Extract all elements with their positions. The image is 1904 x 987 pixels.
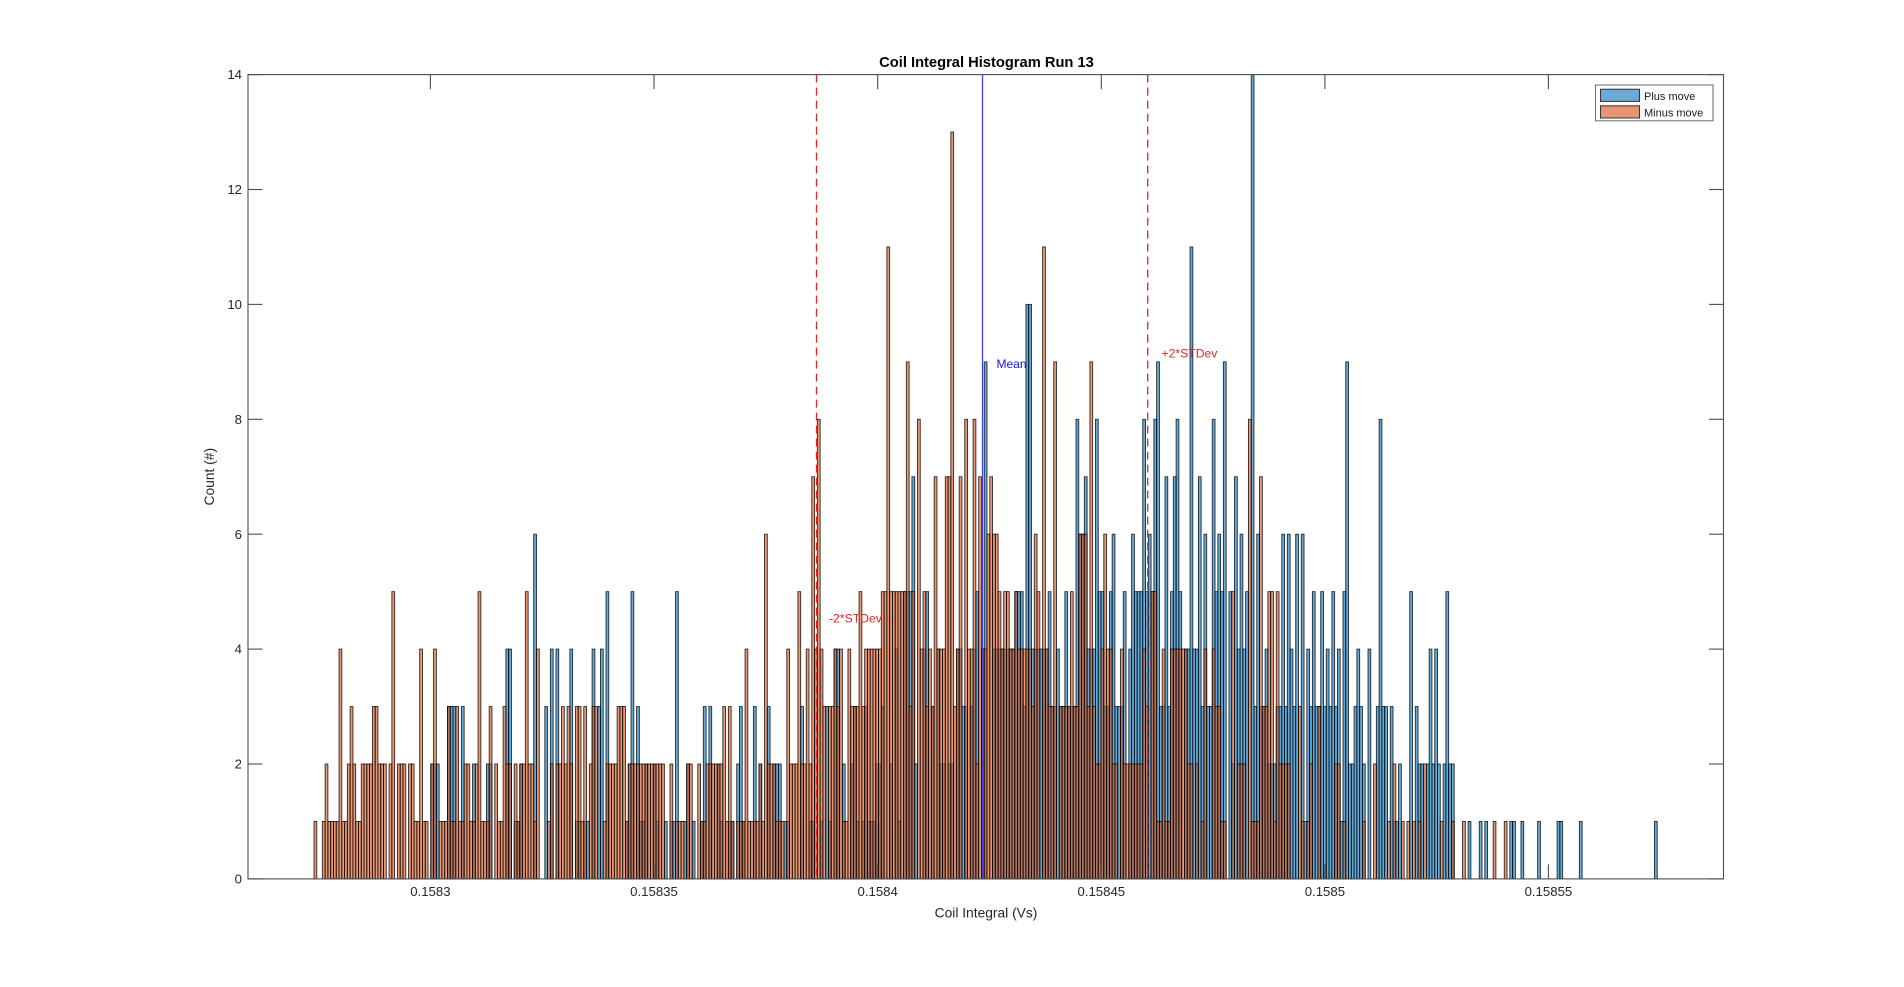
svg-text:Mean: Mean	[997, 357, 1027, 371]
svg-text:0.15845: 0.15845	[1077, 884, 1125, 899]
svg-text:Minus move: Minus move	[1644, 107, 1703, 119]
svg-text:14: 14	[227, 67, 242, 82]
svg-text:Coil Integral Histogram Run 13: Coil Integral Histogram Run 13	[879, 55, 1094, 71]
svg-text:12: 12	[227, 182, 242, 197]
svg-text:0.1583: 0.1583	[410, 884, 450, 899]
svg-text:10: 10	[227, 297, 242, 312]
svg-text:+2*STDev: +2*STDev	[1162, 347, 1219, 361]
svg-text:2: 2	[235, 757, 242, 772]
svg-text:Coil Integral (Vs): Coil Integral (Vs)	[935, 906, 1038, 921]
svg-text:Count (#): Count (#)	[202, 448, 217, 506]
svg-text:0.15855: 0.15855	[1525, 884, 1573, 899]
svg-text:0.15835: 0.15835	[630, 884, 678, 899]
svg-text:Plus move: Plus move	[1644, 91, 1695, 103]
svg-text:4: 4	[235, 642, 242, 657]
svg-text:0.1584: 0.1584	[858, 884, 898, 899]
svg-text:0: 0	[235, 872, 242, 887]
svg-text:0.1585: 0.1585	[1305, 884, 1345, 899]
svg-text:-2*STDev: -2*STDev	[829, 612, 883, 626]
svg-text:8: 8	[235, 412, 242, 427]
svg-text:6: 6	[235, 527, 242, 542]
